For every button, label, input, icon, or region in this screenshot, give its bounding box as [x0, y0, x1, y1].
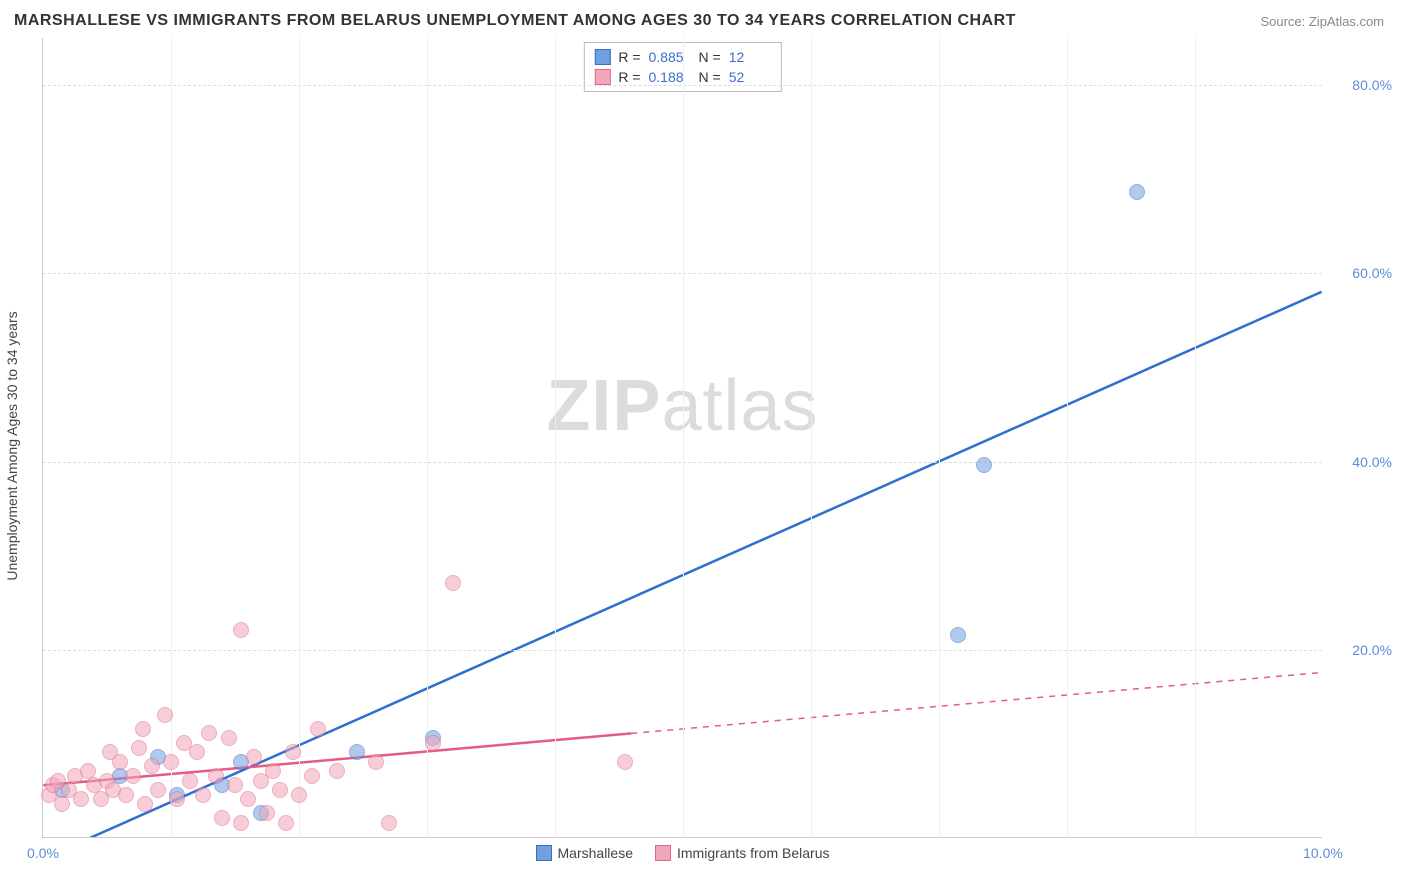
scatter-point [169, 791, 185, 807]
legend-item: Immigrants from Belarus [655, 845, 829, 861]
scatter-point [144, 758, 160, 774]
scatter-point [221, 730, 237, 746]
series-swatch [594, 69, 610, 85]
scatter-point [182, 773, 198, 789]
legend-swatch [655, 845, 671, 861]
scatter-point [73, 791, 89, 807]
y-axis-label: Unemployment Among Ages 30 to 34 years [4, 311, 20, 580]
scatter-point [381, 815, 397, 831]
scatter-point [278, 815, 294, 831]
scatter-point [272, 782, 288, 798]
scatter-point [137, 796, 153, 812]
stat-r-label: R = [618, 69, 640, 85]
watermark-thin: atlas [661, 366, 818, 446]
scatter-point [214, 810, 230, 826]
scatter-point [246, 749, 262, 765]
chart-title: MARSHALLESE VS IMMIGRANTS FROM BELARUS U… [14, 12, 1016, 30]
chart-plot-area: ZIPatlas R =0.885N =12R =0.188N =52 Mars… [42, 38, 1322, 838]
scatter-point [291, 787, 307, 803]
scatter-point [425, 735, 441, 751]
legend-item: Marshallese [536, 845, 633, 861]
series-swatch [594, 49, 610, 65]
scatter-point [976, 457, 992, 473]
gridline-vertical [939, 38, 940, 837]
scatter-point [285, 744, 301, 760]
y-tick-label: 20.0% [1332, 642, 1392, 658]
source-attribution: Source: ZipAtlas.com [1260, 14, 1384, 29]
trend-line-dashed [631, 673, 1321, 734]
scatter-point [1129, 184, 1145, 200]
scatter-point [445, 575, 461, 591]
stat-n-label: N = [699, 69, 721, 85]
scatter-point [329, 763, 345, 779]
y-tick-label: 80.0% [1332, 77, 1392, 93]
scatter-point [150, 782, 166, 798]
gridline-vertical [1067, 38, 1068, 837]
scatter-point [118, 787, 134, 803]
scatter-point [368, 754, 384, 770]
scatter-point [349, 744, 365, 760]
series-legend: Marshallese Immigrants from Belarus [536, 845, 830, 861]
scatter-point [163, 754, 179, 770]
x-tick-label: 10.0% [1303, 845, 1343, 861]
legend-label: Marshallese [558, 845, 633, 861]
scatter-point [259, 805, 275, 821]
stat-r-value: 0.188 [649, 69, 691, 85]
scatter-point [157, 707, 173, 723]
scatter-point [125, 768, 141, 784]
scatter-point [54, 796, 70, 812]
y-tick-label: 60.0% [1332, 265, 1392, 281]
stat-n-value: 12 [729, 49, 771, 65]
scatter-point [227, 777, 243, 793]
gridline-vertical [1195, 38, 1196, 837]
legend-swatch [536, 845, 552, 861]
scatter-point [131, 740, 147, 756]
scatter-point [233, 815, 249, 831]
x-tick-label: 0.0% [27, 845, 59, 861]
scatter-point [310, 721, 326, 737]
scatter-point [265, 763, 281, 779]
gridline-vertical [299, 38, 300, 837]
scatter-point [240, 791, 256, 807]
scatter-point [950, 627, 966, 643]
scatter-point [201, 725, 217, 741]
gridline-vertical [811, 38, 812, 837]
scatter-point [135, 721, 151, 737]
scatter-point [208, 768, 224, 784]
legend-label: Immigrants from Belarus [677, 845, 829, 861]
gridline-vertical [427, 38, 428, 837]
scatter-point [233, 622, 249, 638]
gridline-vertical [683, 38, 684, 837]
scatter-point [112, 754, 128, 770]
scatter-point [189, 744, 205, 760]
stat-r-label: R = [618, 49, 640, 65]
stat-n-label: N = [699, 49, 721, 65]
gridline-vertical [555, 38, 556, 837]
scatter-point [195, 787, 211, 803]
y-tick-label: 40.0% [1332, 454, 1392, 470]
watermark-bold: ZIP [546, 366, 661, 446]
stat-n-value: 52 [729, 69, 771, 85]
scatter-point [304, 768, 320, 784]
stat-r-value: 0.885 [649, 49, 691, 65]
scatter-point [617, 754, 633, 770]
